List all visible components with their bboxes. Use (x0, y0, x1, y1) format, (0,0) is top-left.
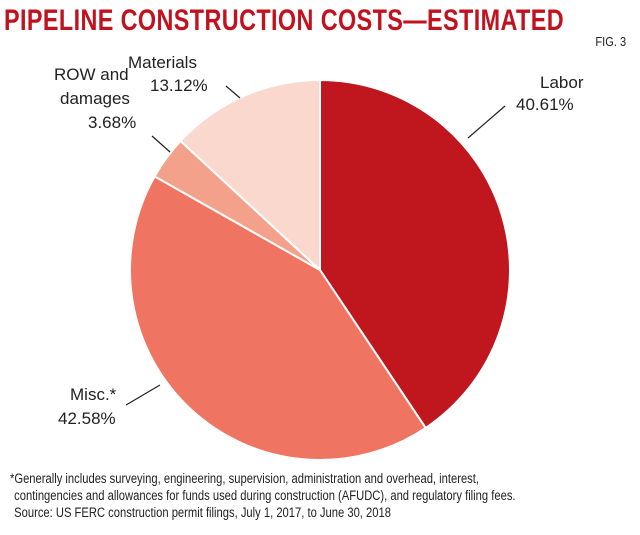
leader-line-row (151, 135, 171, 153)
label-misc: Misc.* (70, 385, 117, 404)
leader-line-materials (225, 85, 241, 99)
leader-line-labor (467, 105, 506, 139)
footnotes: *Generally includes surveying, engineeri… (10, 470, 516, 521)
leader-lines (125, 85, 506, 406)
value-labor: 40.61% (516, 95, 574, 114)
chart-title: PIPELINE CONSTRUCTION COSTS—ESTIMATED (4, 4, 565, 37)
label-row-line2: damages (60, 89, 130, 108)
source-note: Source: US FERC construction permit fili… (14, 505, 391, 520)
leader-line-misc (125, 384, 161, 406)
value-misc: 42.58% (58, 409, 116, 428)
label-row-line1: ROW and (54, 65, 129, 84)
pie-chart: Labor 40.61% Misc.* 42.58% ROW and damag… (54, 53, 584, 461)
value-row: 3.68% (88, 113, 136, 132)
pie-slice-misc (129, 175, 428, 461)
pie-slice-materials (179, 78, 321, 273)
figure-label: FIG. 3 (595, 34, 626, 49)
footnote-2: contingencies and allowances for funds u… (14, 488, 516, 503)
value-materials: 13.12% (150, 76, 208, 95)
label-materials: Materials (128, 53, 197, 72)
label-labor: Labor (540, 73, 584, 92)
footnote-1: *Generally includes surveying, engineeri… (10, 471, 480, 486)
